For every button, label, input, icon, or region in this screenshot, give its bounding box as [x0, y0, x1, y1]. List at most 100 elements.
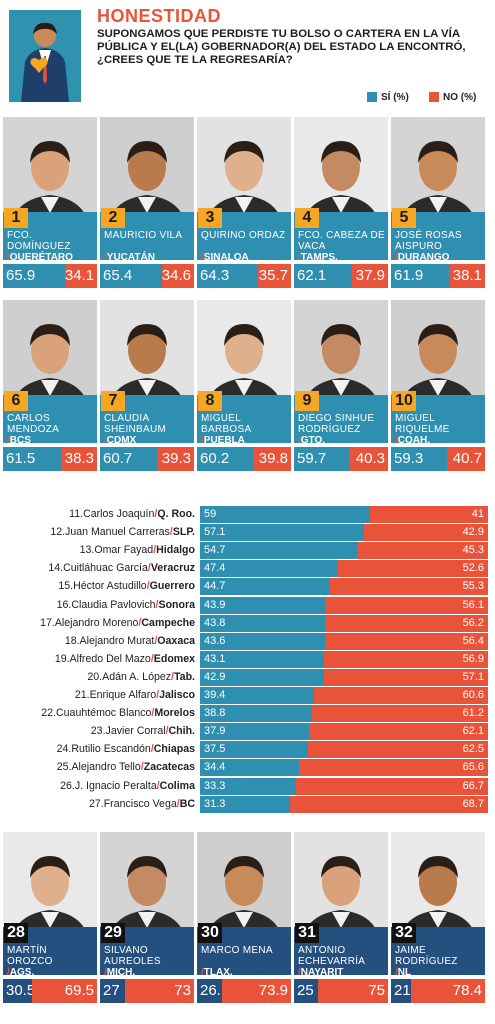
slash-mark: / — [171, 670, 174, 683]
header: HONESTIDAD SUPONGAMOS QUE PERDISTE TU BO… — [0, 0, 495, 110]
state-label: /NL — [395, 967, 411, 978]
row-name: Javier Corral — [105, 725, 166, 738]
stacked-bar: 59 41 — [200, 506, 488, 523]
state-name: DURANGO — [397, 252, 450, 263]
page-title: HONESTIDAD — [97, 6, 222, 26]
row-name: Alejandro Moreno — [54, 616, 139, 629]
row-name: Héctor Astudillo — [73, 580, 147, 593]
row-state: Chih. — [168, 725, 195, 738]
slash-mark: / — [201, 252, 204, 263]
slash-mark: / — [138, 616, 142, 629]
no-value: 34.6 — [161, 264, 194, 288]
governor-name: CLAUDIA SHEINBAUM — [104, 413, 167, 435]
no-bar: 55.3 — [328, 578, 488, 596]
row-rank: 25. — [56, 761, 72, 774]
stacked-bar: 43.8 56.2 — [200, 614, 488, 632]
si-value: 27 — [100, 979, 126, 1003]
state-name: QUERÉTARO — [9, 252, 73, 263]
si-bar: 57.1 — [200, 524, 365, 542]
value-bar: 59.3 40.7 — [391, 447, 485, 471]
row-state: Chiapas — [153, 743, 195, 756]
si-value: 61.5 — [3, 447, 61, 471]
card-info: 28 MARTÍN OROZCO/AGS. — [3, 923, 97, 978]
rank-badge: 32 — [392, 923, 416, 943]
row-label: 22.Cuauhtémoc Blanco/Morelos — [41, 707, 195, 719]
si-bar: 39.4 — [200, 687, 314, 704]
no-bar: 56.1 — [326, 596, 488, 614]
row-state: Sonora — [158, 598, 196, 611]
governor-name: CARLOS MENDOZA — [7, 413, 60, 435]
slash-mark: / — [156, 779, 160, 792]
slash-mark: / — [147, 562, 151, 575]
slash-mark: / — [395, 435, 398, 446]
rank-badge: 5 — [392, 208, 416, 228]
row-label: 11.Carlos Joaquín/Q. Roo. — [69, 508, 195, 520]
si-bar: 37.5 — [200, 741, 308, 759]
list-row: 19.Alfredo Del Mazo/Edomex 43.1 56.9 — [0, 650, 495, 669]
si-value: 64.3 — [197, 264, 258, 288]
governor-name: ANTONIO ECHEVARRÍA — [298, 945, 366, 967]
si-bar: 43.8 — [200, 614, 327, 632]
list-row: 15.Héctor Astudillo/Guerrero 44.7 55.3 — [0, 578, 495, 596]
list-row: 18.Alejandro Murat/Oaxaca 43.6 56.4 — [0, 632, 495, 651]
row-name: Cuauhtémoc Blanco — [56, 707, 152, 720]
row-name: Francisco Vega — [103, 797, 177, 810]
state-label: /TLAX. — [201, 967, 233, 978]
card-info: 10 MIGUEL RIQUELME/COAH. — [391, 391, 485, 446]
rank-badge: 31 — [295, 923, 319, 943]
si-value: 25 — [294, 979, 318, 1003]
state-name: GTO. — [300, 435, 326, 446]
list-row: 17.Alejandro Moreno/Campeche 43.8 56.2 — [0, 614, 495, 633]
value-bar: 27 73 — [100, 979, 194, 1003]
slash-mark: / — [146, 580, 150, 593]
state-label: /BCS — [7, 435, 31, 446]
governor-name: MIGUEL RIQUELME — [395, 413, 450, 435]
list-row: 24.Rutilio Escandón/Chiapas 37.5 62.5 — [0, 741, 495, 759]
portrait-photo — [391, 117, 485, 227]
slash-mark: / — [153, 544, 157, 557]
stacked-bar: 34.4 65.6 — [200, 759, 488, 777]
state-name: TAMPS. — [300, 252, 338, 263]
value-bar: 61.9 38.1 — [391, 264, 485, 288]
state-name: NAYARIT — [300, 967, 344, 978]
legend-no-label: NO (%) — [443, 91, 477, 103]
stacked-bar: 44.7 55.3 — [200, 578, 488, 596]
state-name: BCS — [9, 435, 31, 446]
list-row: 12.Juan Manuel Carreras/SLP. 57.1 42.9 — [0, 524, 495, 542]
governor-card: 7 CLAUDIA SHEINBAUM/CDMX 60.7 39.3 — [100, 300, 194, 471]
card-info: 31 ANTONIO ECHEVARRÍA/NAYARIT — [294, 923, 388, 978]
row-name: Claudia Pavlovich — [71, 598, 156, 611]
value-bar: 25 75 — [294, 979, 388, 1003]
value-bar: 65.4 34.6 — [100, 264, 194, 288]
row-rank: 24. — [56, 743, 72, 756]
no-bar: 66.7 — [295, 777, 488, 795]
state-label: /GTO. — [298, 435, 325, 446]
slash-mark: / — [395, 967, 398, 978]
stacked-bar: 31.3 68.7 — [200, 795, 488, 813]
si-bar: 38.8 — [200, 705, 312, 723]
stacked-bar: 43.6 56.4 — [200, 632, 488, 650]
row-rank: 27. — [88, 797, 104, 810]
list-row: 13.Omar Fayad/Hidalgo 54.7 45.3 — [0, 542, 495, 560]
no-value: 40.7 — [446, 447, 485, 471]
portrait-photo — [3, 300, 97, 410]
si-value: 65.4 — [100, 264, 162, 288]
rank-badge: 2 — [101, 208, 125, 228]
row-rank: 18. — [64, 634, 80, 647]
stacked-bar: 54.7 45.3 — [200, 542, 488, 560]
row-state: Q. Roo. — [157, 508, 195, 520]
governor-card: 28 MARTÍN OROZCO/AGS. 30.5 69.5 — [3, 832, 97, 1003]
si-value: 62.1 — [294, 264, 353, 288]
state-name: TLAX. — [203, 967, 233, 978]
list-row: 21.Enrique Alfaro/Jalisco 39.4 60.6 — [0, 687, 495, 705]
row-rank: 21. — [74, 689, 90, 701]
row-label: 26.J. Ignacio Peralta/Colima — [60, 780, 195, 792]
slash-mark: / — [154, 508, 158, 520]
no-bar: 65.6 — [299, 759, 488, 777]
legend-si-swatch — [367, 92, 377, 102]
governor-card: 3 QUIRINO ORDAZ/SINALOA 64.3 35.7 — [197, 117, 291, 288]
slash-mark: / — [7, 967, 10, 978]
legend-no-swatch — [429, 92, 439, 102]
row-label: 17.Alejandro Moreno/Campeche — [40, 617, 195, 629]
list-row: 26.J. Ignacio Peralta/Colima 33.3 66.7 — [0, 777, 495, 796]
